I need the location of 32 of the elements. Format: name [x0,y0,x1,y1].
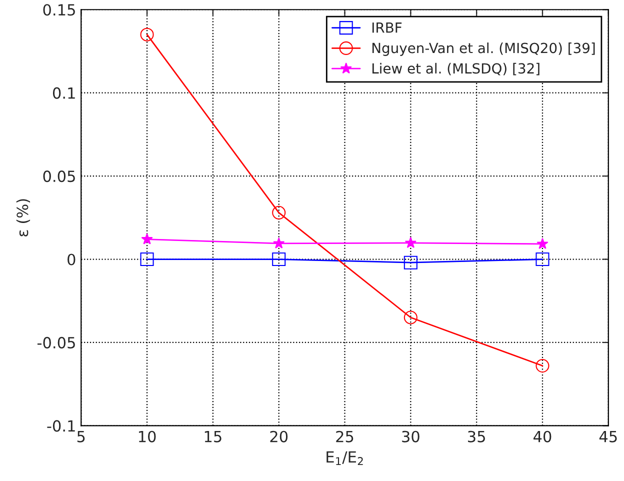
point [272,252,286,266]
point [404,256,418,270]
x-axis-title: E$_{1}$/E$_{2}$ [326,451,363,465]
point [272,206,286,220]
y-tick-label: 0.15 [43,4,75,16]
y-tick-label: -0.05 [37,336,75,348]
x-tick-label: 30 [402,430,420,442]
x-tick-label: 5 [77,431,85,442]
point [536,359,550,373]
legend-label: Nguyen-Van et al. (MISQ20) [39] [372,42,595,56]
x-tick-label: 15 [204,431,222,442]
point [273,237,285,248]
x-tick-label: 35 [468,430,485,442]
x-tick-label: 10 [138,430,156,442]
y-tick-label: 0.05 [43,170,75,182]
x-tick-label: 20 [270,430,288,442]
x-tick-label: 25 [336,430,354,442]
legend-label: Liew et al. (MLSDQ) [32] [372,62,540,76]
point [404,310,418,324]
y-axis-title: ε (%) [16,199,30,236]
point [141,233,153,244]
point [536,252,550,266]
point [140,28,154,42]
point [404,236,416,248]
legend-label: IRBF [372,22,402,33]
y-tick-label: -0.1 [47,420,75,432]
x-tick-label: 40 [534,430,552,442]
y-tick-label: 0 [68,254,76,266]
point [536,238,548,249]
point [140,252,154,266]
x-tick-label: 45 [599,431,617,442]
y-tick-label: 0.1 [52,87,75,99]
